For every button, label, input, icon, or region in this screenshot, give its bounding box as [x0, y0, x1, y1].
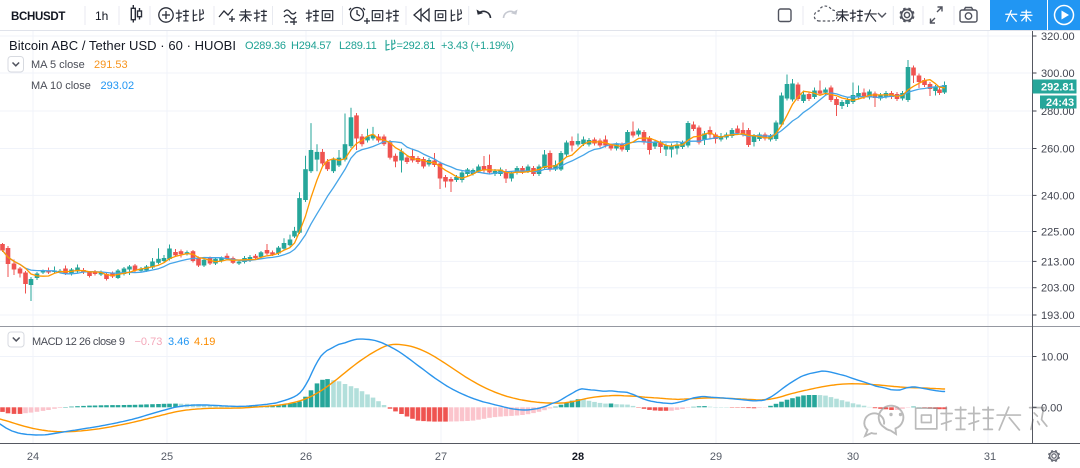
svg-text:225.00: 225.00 — [1041, 227, 1075, 239]
svg-text:0.00: 0.00 — [1041, 402, 1062, 414]
svg-text:29: 29 — [710, 451, 722, 463]
svg-text:MA 5 close: MA 5 close — [31, 59, 85, 71]
svg-text:30: 30 — [847, 451, 859, 463]
svg-text:(+1.19%): (+1.19%) — [471, 40, 514, 52]
svg-text:280.00: 280.00 — [1041, 106, 1075, 118]
svg-text:24:43: 24:43 — [1046, 97, 1074, 109]
svg-text:25: 25 — [161, 451, 173, 463]
svg-text:193.00: 193.00 — [1041, 310, 1075, 322]
svg-text:292.81: 292.81 — [1041, 82, 1075, 94]
svg-text:4.19: 4.19 — [194, 336, 215, 348]
svg-text:300.00: 300.00 — [1041, 68, 1075, 80]
svg-text:203.00: 203.00 — [1041, 283, 1075, 295]
svg-text:MA 10 close: MA 10 close — [31, 80, 91, 92]
svg-text:291.53: 291.53 — [94, 59, 128, 71]
svg-text:24: 24 — [27, 451, 39, 463]
svg-text:320.00: 320.00 — [1041, 31, 1075, 43]
svg-text:Bitcoin ABC / Tether USD · 60: Bitcoin ABC / Tether USD · 60 · HUOBI — [9, 38, 236, 53]
svg-text:=292.81: =292.81 — [397, 40, 436, 52]
svg-text:L289.11: L289.11 — [339, 40, 377, 52]
svg-text:O289.36: O289.36 — [245, 40, 286, 52]
svg-text:1h: 1h — [95, 9, 108, 23]
svg-text:26: 26 — [300, 451, 312, 463]
svg-text:3.46: 3.46 — [168, 336, 189, 348]
svg-text:260.00: 260.00 — [1041, 144, 1075, 156]
svg-text:240.00: 240.00 — [1041, 190, 1075, 202]
svg-text:213.00: 213.00 — [1041, 256, 1075, 268]
svg-text:MACD 12 26 close 9: MACD 12 26 close 9 — [32, 336, 125, 348]
svg-text:H294.57: H294.57 — [291, 40, 331, 52]
svg-text:−0.73: −0.73 — [135, 336, 163, 348]
svg-text:28: 28 — [572, 451, 584, 463]
svg-text:+3.43: +3.43 — [441, 40, 468, 52]
svg-text:31: 31 — [984, 451, 996, 463]
svg-text:27: 27 — [435, 451, 447, 463]
svg-text:10.00: 10.00 — [1041, 352, 1069, 364]
svg-text:293.02: 293.02 — [101, 80, 135, 92]
svg-text:BCHUSDT: BCHUSDT — [11, 11, 65, 23]
